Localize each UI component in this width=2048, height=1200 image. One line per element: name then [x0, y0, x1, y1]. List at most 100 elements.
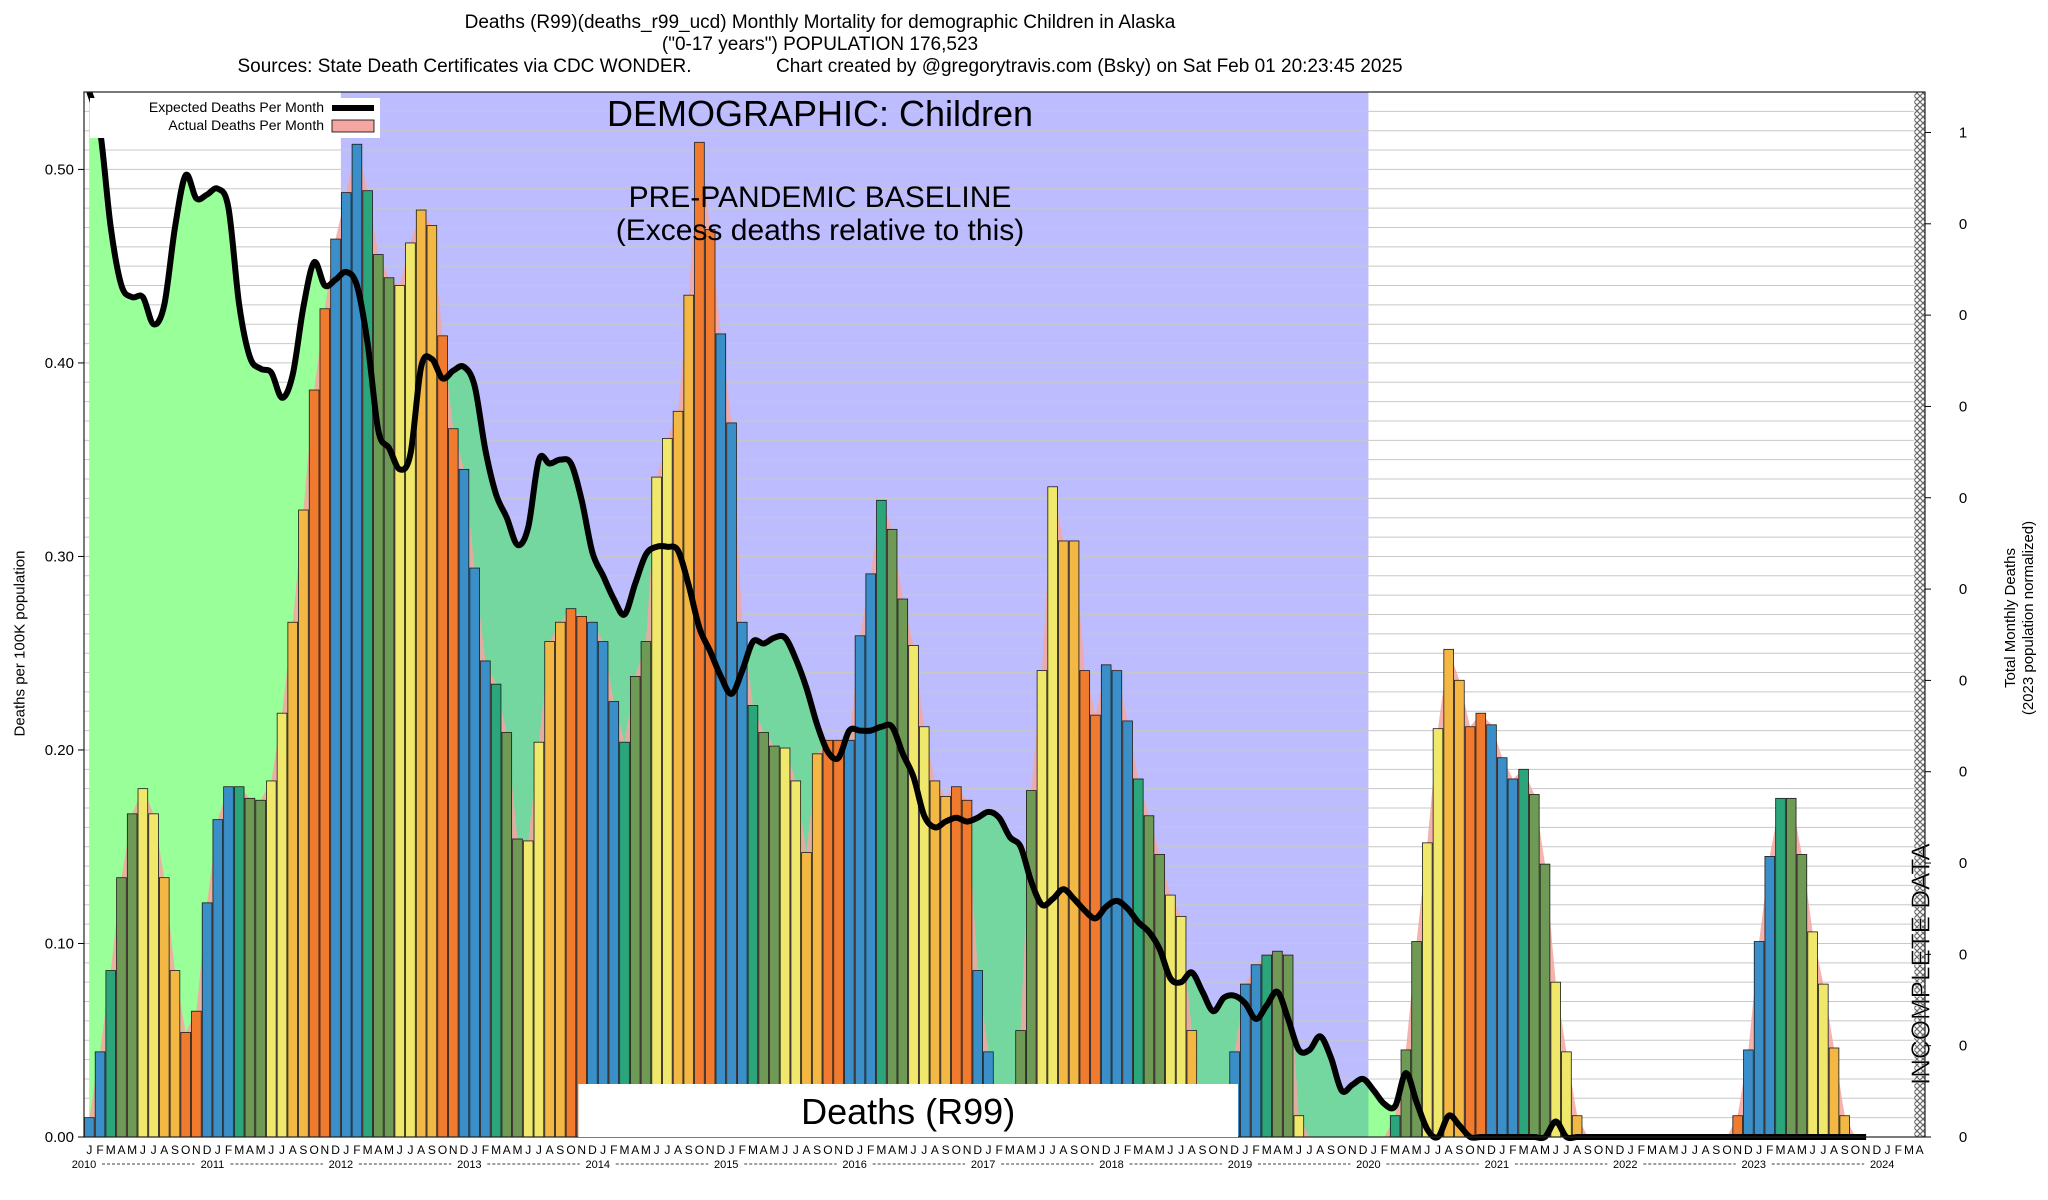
y2-tick-label: 0 [1959, 307, 1967, 324]
actual-bar [1475, 712, 1487, 1138]
actual-bar [159, 877, 170, 1138]
x-month-label: S [1712, 1143, 1720, 1157]
actual-bar [1818, 983, 1829, 1138]
chart-sources-line: Sources: State Death Certificates via CD… [0, 56, 1640, 78]
y2-axis-label-line2: (2023 population normalized) [2020, 520, 2037, 716]
actual-bar [1272, 950, 1283, 1138]
x-month-label: J [1242, 1143, 1248, 1157]
y-axis-label: Deaths per 100K population [11, 550, 29, 737]
x-year-label: 2020 [1356, 1159, 1380, 1171]
x-month-label: A [802, 1143, 810, 1157]
x-month-label: M [1540, 1143, 1550, 1157]
x-month-label: J [279, 1143, 285, 1157]
actual-bar [640, 641, 652, 1138]
x-year-label: 2023 [1742, 1159, 1766, 1171]
x-month-label: D [1102, 1143, 1111, 1157]
x-month-label: J [1885, 1143, 1891, 1157]
x-month-label: A [760, 1143, 768, 1157]
actual-bar [918, 726, 930, 1138]
actual-bar [1432, 728, 1444, 1138]
actual-bar [886, 528, 898, 1138]
actual-bar [1764, 855, 1776, 1138]
incomplete-region [1914, 92, 1925, 1137]
actual-bar [865, 573, 876, 1138]
actual-bar [929, 780, 941, 1138]
x-month-label: A [631, 1143, 639, 1157]
x-month-label: F [353, 1143, 360, 1157]
x-month-label: A [1316, 1143, 1324, 1157]
actual-bar [1422, 842, 1433, 1138]
x-month-label: A [1059, 1143, 1067, 1157]
x-month-label: F [1638, 1143, 1645, 1157]
x-year-label: 2018 [1099, 1159, 1123, 1171]
actual-bar [1443, 648, 1454, 1138]
x-year-label: 2014 [586, 1159, 610, 1171]
actual-bar [1507, 778, 1519, 1138]
x-month-label: J [397, 1143, 403, 1157]
y-tick-label: 0.50 [45, 161, 74, 178]
actual-bar [169, 970, 181, 1138]
x-month-label: N [706, 1143, 715, 1157]
x-month-label: O [1465, 1143, 1474, 1157]
x-month-label: A [1188, 1143, 1196, 1157]
actual-bar [544, 641, 555, 1138]
x-month-label: J [1114, 1143, 1120, 1157]
x-month-label: M [876, 1143, 886, 1157]
x-month-label: A [1445, 1143, 1453, 1157]
actual-bar [266, 780, 277, 1138]
actual-bar [501, 732, 513, 1138]
demographic-annotation: DEMOGRAPHIC: Children [607, 93, 1033, 134]
x-year-label: 2024 [1870, 1159, 1894, 1171]
y2-tick-label: 0 [1959, 1038, 1967, 1055]
actual-bar [576, 616, 587, 1138]
actual-bar [747, 705, 759, 1138]
x-month-label: J [664, 1143, 670, 1157]
x-month-label: A [1787, 1143, 1795, 1157]
y-tick-label: 0.40 [45, 355, 74, 372]
x-month-label: M [1026, 1143, 1036, 1157]
y2-tick-label: 0 [1959, 672, 1967, 689]
x-month-label: A [1273, 1143, 1281, 1157]
x-month-label: O [309, 1143, 318, 1157]
x-month-label: J [1424, 1143, 1430, 1157]
actual-bar [126, 813, 138, 1138]
x-month-label: S [428, 1143, 436, 1157]
actual-bar [555, 621, 566, 1138]
x-month-label: A [1830, 1143, 1838, 1157]
x-month-label: N [192, 1143, 201, 1157]
x-year-label: 2011 [201, 1159, 225, 1171]
actual-bar [415, 209, 427, 1138]
x-month-label: S [1841, 1143, 1849, 1157]
actual-bar [148, 813, 159, 1138]
x-month-label: M [620, 1143, 630, 1157]
actual-bar [908, 645, 919, 1138]
actual-bar [651, 476, 662, 1138]
x-month-label: D [460, 1143, 469, 1157]
x-month-label: F [225, 1143, 232, 1157]
x-year-label: 2022 [1613, 1159, 1637, 1171]
actual-bar [1496, 757, 1508, 1138]
actual-bar [287, 621, 298, 1138]
actual-bar [779, 747, 791, 1138]
actual-bar [1389, 1115, 1401, 1138]
x-month-label: O [1851, 1143, 1860, 1157]
x-month-label: F [1895, 1143, 1902, 1157]
x-month-label: D [1872, 1143, 1881, 1157]
actual-bar [276, 712, 288, 1138]
actual-bar [565, 608, 577, 1138]
x-month-label: A [1017, 1143, 1025, 1157]
cause-annotation: Deaths (R99) [801, 1091, 1015, 1132]
x-month-label: A [117, 1143, 125, 1157]
actual-bar [1282, 954, 1294, 1138]
actual-bar [383, 277, 395, 1138]
x-month-label: D [717, 1143, 726, 1157]
x-month-label: J [215, 1143, 221, 1157]
x-month-label: F [995, 1143, 1002, 1157]
actual-bar [1293, 1115, 1305, 1138]
x-month-label: N [1220, 1143, 1229, 1157]
actual-bar [597, 641, 609, 1138]
actual-bar [662, 437, 673, 1138]
x-month-label: D [1744, 1143, 1753, 1157]
x-month-label: O [823, 1143, 832, 1157]
